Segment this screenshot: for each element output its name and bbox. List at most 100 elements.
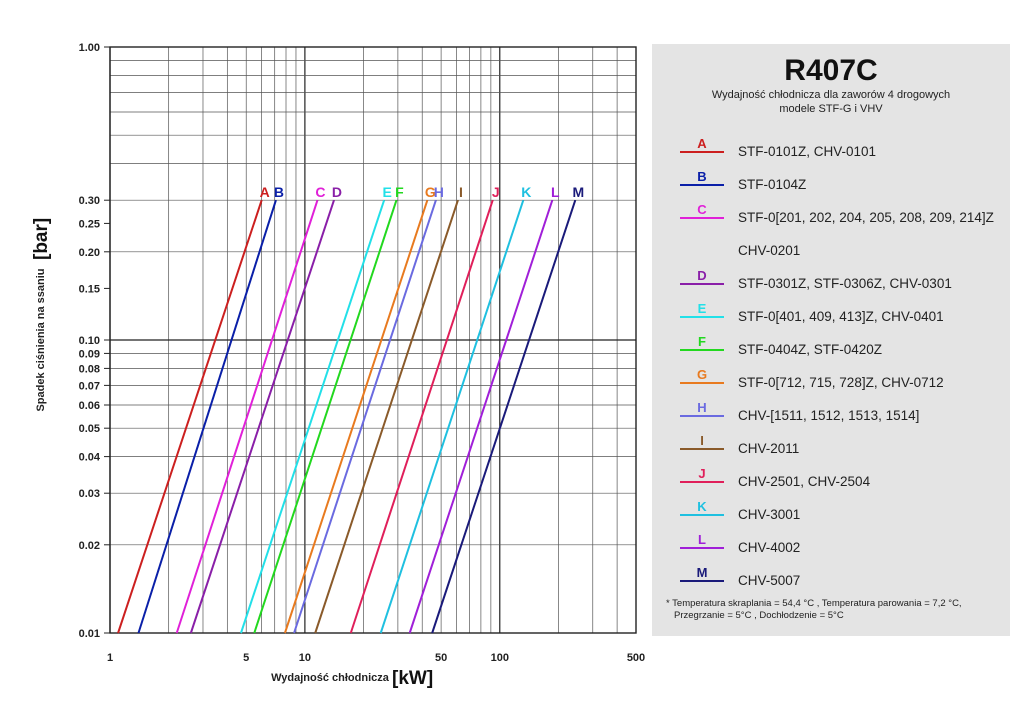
legend-item: F STF-0404Z, STF-0420Z bbox=[680, 334, 1010, 367]
series-line-a bbox=[117, 199, 263, 634]
series-line-f bbox=[253, 199, 398, 634]
legend-line-swatch bbox=[680, 151, 724, 153]
legend-label: STF-0104Z bbox=[738, 177, 807, 192]
legend-letter: D bbox=[697, 268, 707, 283]
axes: 1 5 10 50 100 500 1.00 0.30 0.25 0.20 0.15 0.100.09… bbox=[79, 42, 646, 664]
series-label-h: H bbox=[434, 184, 444, 200]
y-tick-label: 0.03 bbox=[79, 488, 100, 500]
x-axis-title: Wydajność chłodnicza bbox=[271, 672, 390, 684]
y-tick-label: 0.07 bbox=[79, 380, 100, 392]
legend-panel: R407C Wydajność chłodnicza dla zaworów 4… bbox=[652, 44, 1010, 636]
y-tick-label: 0.25 bbox=[79, 218, 100, 230]
legend-letter: B bbox=[697, 169, 707, 184]
legend-label: CHV-5007 bbox=[738, 573, 801, 588]
legend-letter: E bbox=[697, 301, 707, 316]
grid bbox=[109, 46, 637, 634]
legend-line-swatch bbox=[680, 580, 724, 582]
legend-subtitle: Wydajność chłodnicza dla zaworów 4 drogo… bbox=[652, 88, 1010, 116]
legend-item: B STF-0104Z bbox=[680, 169, 1010, 202]
legend-line-swatch bbox=[680, 481, 724, 483]
legend-label: CHV-4002 bbox=[738, 540, 801, 555]
legend-item: L CHV-4002 bbox=[680, 532, 1010, 565]
x-tick-label: 1 bbox=[107, 652, 113, 664]
legend-label: STF-0[712, 715, 728]Z, CHV-0712 bbox=[738, 375, 944, 390]
legend-line-swatch bbox=[680, 547, 724, 549]
legend-item: H CHV-[1511, 1512, 1513, 1514] bbox=[680, 400, 1010, 433]
series-line-c bbox=[175, 199, 319, 634]
x-tick-label: 100 bbox=[491, 652, 509, 664]
legend-item: K CHV-3001 bbox=[680, 499, 1010, 532]
y-axis-title-group: Spadek ciśnienia na ssaniu [bar] bbox=[31, 218, 52, 412]
legend-item: E STF-0[401, 409, 413]Z, CHV-0401 bbox=[680, 301, 1010, 334]
legend-letter: K bbox=[697, 499, 707, 514]
legend-line-swatch bbox=[680, 217, 724, 219]
legend-letter: C bbox=[697, 202, 707, 217]
legend-label: CHV-3001 bbox=[738, 507, 801, 522]
series-label-b: B bbox=[274, 184, 284, 200]
legend-label: STF-0[201, 202, 204, 205, 208, 209, 214]… bbox=[738, 210, 994, 225]
legend-label: CHV-0201 bbox=[738, 243, 801, 258]
series-labels: A B C D E F GH I J K L M bbox=[260, 184, 585, 200]
x-tick-label: 50 bbox=[435, 652, 447, 664]
legend-item: A STF-0101Z, CHV-0101 bbox=[680, 136, 1010, 169]
y-tick-label: 0.01 bbox=[79, 628, 100, 640]
y-tick-label: 0.08 bbox=[79, 363, 100, 375]
series-line-k bbox=[379, 199, 525, 634]
footnote: * Temperatura skraplania = 54,4 °C , Tem… bbox=[666, 598, 962, 622]
footnote-line1: * Temperatura skraplania = 54,4 °C , Tem… bbox=[666, 598, 962, 609]
legend-subtitle-line2: modele STF-G i VHV bbox=[779, 103, 883, 115]
series-line-m bbox=[431, 199, 577, 634]
legend-line-swatch bbox=[680, 283, 724, 285]
series-line-i bbox=[314, 199, 459, 634]
legend-line-swatch bbox=[680, 415, 724, 417]
y-tick-label: 0.20 bbox=[79, 247, 100, 259]
series-label-c: C bbox=[315, 184, 325, 200]
legend-label: CHV-[1511, 1512, 1513, 1514] bbox=[738, 408, 920, 423]
legend-title: R407C bbox=[784, 54, 878, 87]
series-label-g: G bbox=[425, 184, 436, 200]
legend-item: C STF-0[201, 202, 204, 205, 208, 209, 214… bbox=[680, 202, 1010, 235]
y-axis-title: Spadek ciśnienia na ssaniu bbox=[35, 268, 47, 411]
legend-item: I CHV-2011 bbox=[680, 433, 1010, 466]
legend-letter: F bbox=[698, 334, 706, 349]
legend-line-swatch bbox=[680, 184, 724, 186]
y-tick-label: 0.30 bbox=[79, 195, 100, 207]
legend-letter: H bbox=[697, 400, 707, 415]
legend-line-swatch bbox=[680, 316, 724, 318]
series-label-m: M bbox=[572, 184, 584, 200]
legend-line-swatch bbox=[680, 349, 724, 351]
legend-letter: G bbox=[696, 367, 708, 382]
y-tick-label: 0.02 bbox=[79, 540, 100, 552]
x-axis-unit: [kW] bbox=[392, 668, 433, 689]
legend-letter: M bbox=[696, 565, 708, 580]
series-label-d: D bbox=[332, 184, 342, 200]
y-tick-label: 0.04 bbox=[79, 452, 101, 464]
legend-letter: I bbox=[700, 433, 704, 448]
legend-item: G STF-0[712, 715, 728]Z, CHV-0712 bbox=[680, 367, 1010, 400]
legend-line-swatch bbox=[680, 448, 724, 450]
series-label-l: L bbox=[551, 184, 560, 200]
x-tick-label: 500 bbox=[627, 652, 645, 664]
series-line-h bbox=[293, 199, 437, 634]
legend-letter: A bbox=[697, 136, 707, 151]
legend-line-swatch bbox=[680, 382, 724, 384]
x-tick-label: 10 bbox=[299, 652, 311, 664]
series-label-k: K bbox=[521, 184, 531, 200]
series-label-f: F bbox=[395, 184, 404, 200]
series-line-b bbox=[137, 199, 277, 634]
legend-subtitle-line1: Wydajność chłodnicza dla zaworów 4 drogo… bbox=[711, 89, 951, 101]
legend-item: D STF-0301Z, STF-0306Z, CHV-0301 bbox=[680, 268, 1010, 301]
series-label-a: A bbox=[260, 184, 270, 200]
legend-label: CHV-2501, CHV-2504 bbox=[738, 474, 871, 489]
series-line-j bbox=[349, 199, 494, 634]
series-label-j: J bbox=[492, 184, 500, 200]
y-tick-label: 0.09 bbox=[79, 348, 100, 360]
legend-letter: L bbox=[698, 532, 706, 547]
legend-label: STF-0301Z, STF-0306Z, CHV-0301 bbox=[738, 276, 952, 291]
legend-label: STF-0[401, 409, 413]Z, CHV-0401 bbox=[738, 309, 944, 324]
y-tick-label: 0.06 bbox=[79, 400, 100, 412]
series-line-g bbox=[283, 199, 429, 634]
series-label-i: I bbox=[459, 184, 463, 200]
series-lines bbox=[117, 199, 577, 634]
series-line-l bbox=[408, 199, 554, 634]
